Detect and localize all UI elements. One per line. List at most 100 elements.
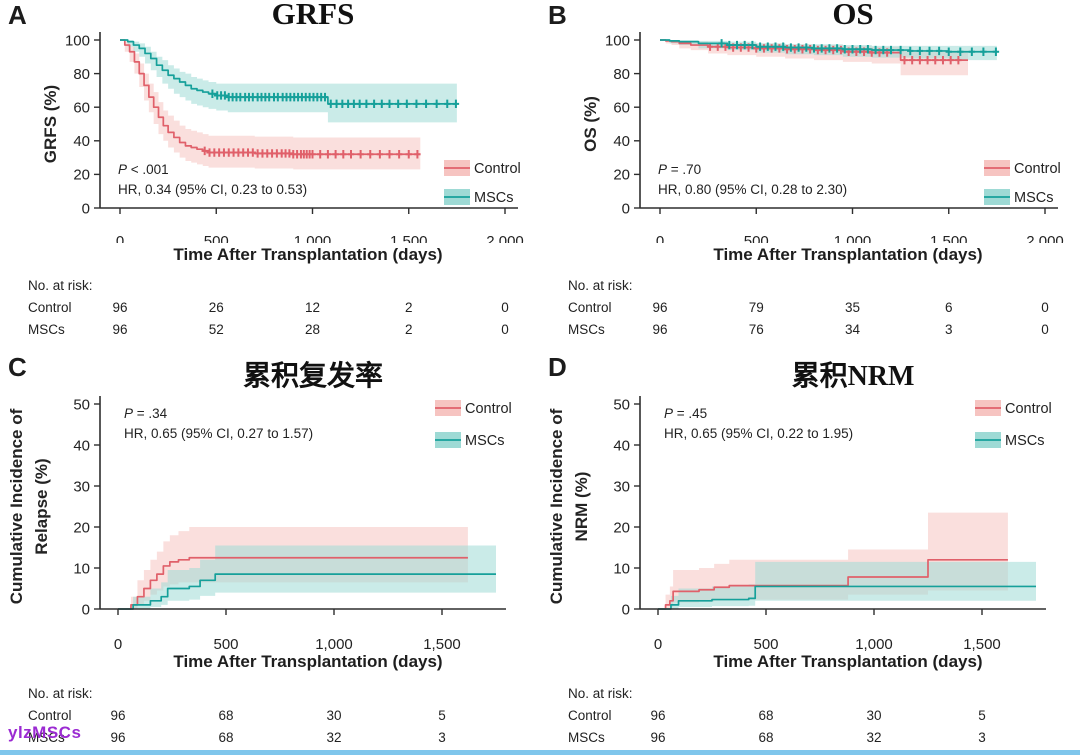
x-tick-label: 1,000 (855, 636, 893, 653)
censor-marks-mscs (718, 39, 1000, 56)
legend-label-mscs: MSCs (465, 433, 504, 449)
panel-grfs: A GRFS 0 20 40 60 80 100 0 500 1,000 1,500 2,000 GR… (0, 0, 540, 352)
y-axis-label: Relapse (%) (32, 458, 51, 554)
y-tick-label: 20 (613, 519, 630, 536)
stats-text: HR, 0.80 (95% CI, 0.28 to 2.30) (658, 182, 847, 197)
ci-band-mscs (118, 545, 496, 609)
y-tick-label: 30 (73, 478, 90, 495)
risk-value: 32 (866, 730, 882, 745)
y-axis-label: NRM (%) (572, 472, 591, 542)
y-tick-label: 80 (613, 66, 630, 83)
risk-row-label: Control (28, 708, 72, 723)
risk-value: 96 (110, 708, 126, 723)
y-axis-label: OS (%) (581, 96, 600, 152)
y-tick-label: 100 (605, 32, 630, 49)
y-tick-label: 60 (613, 99, 630, 116)
panel-os: B OS 0 20 40 60 80 100 0 500 1,000 1,500 2,000 OS (… (540, 0, 1080, 352)
panel-letter-d: D (548, 352, 567, 382)
panel-letter-a: A (8, 0, 27, 30)
risk-value: 0 (501, 300, 509, 315)
x-tick-label: 1,000 (315, 636, 353, 653)
survival-curve-control (118, 556, 468, 610)
survival-curve-mscs (118, 573, 496, 610)
risk-value: 96 (650, 730, 666, 745)
risk-value: 5 (438, 708, 446, 723)
x-tick-label: 500 (213, 636, 238, 653)
risk-value: 28 (304, 322, 321, 337)
stats-text: P = .70 (658, 162, 701, 177)
legend-label-control: Control (1014, 161, 1061, 177)
y-tick-label: 30 (613, 478, 630, 495)
km-plot-grfs: 0 20 40 60 80 100 0 500 1,000 1,500 2,000 GRFS (%) P… (41, 32, 524, 243)
risk-row-label: MSCs (568, 322, 605, 337)
stats-text: P < .001 (118, 162, 169, 177)
legend-label-mscs: MSCs (1005, 433, 1044, 449)
risk-value: 68 (758, 730, 774, 745)
risk-value: 35 (844, 300, 861, 315)
y-tick-label: 100 (65, 32, 90, 49)
y-tick-label: 0 (82, 601, 90, 618)
risk-value: 96 (112, 300, 128, 315)
y-tick-label: 20 (73, 519, 90, 536)
km-plot-os: 0 20 40 60 80 100 0 500 1,000 1,500 2,000 OS (%) P =… (581, 32, 1064, 243)
x-tick-label: 0 (654, 636, 662, 653)
risk-value: 3 (944, 322, 953, 337)
risk-value: 2 (404, 322, 413, 337)
y-tick-label: 60 (73, 99, 90, 116)
x-tick-label: 1,000 (834, 233, 872, 243)
risk-value: 0 (501, 322, 509, 337)
risk-table-heading: No. at risk: (568, 686, 633, 701)
stats-text: P = .34 (124, 406, 168, 421)
risk-value: 96 (110, 730, 126, 745)
risk-row-control: Control 96 68 30 5 (540, 708, 1080, 726)
legend-label-control: Control (465, 401, 512, 417)
x-tick-label: 0 (656, 233, 664, 243)
risk-row-mscs: MSCs 96 52 28 2 0 (0, 322, 540, 340)
risk-row-label: Control (568, 708, 612, 723)
stats-text: HR, 0.65 (95% CI, 0.22 to 1.95) (664, 426, 853, 441)
bottom-edge-bar (0, 750, 1080, 755)
x-tick-label: 2,000 (486, 233, 524, 243)
y-tick-label: 40 (73, 133, 90, 150)
legend-label-mscs: MSCs (1014, 190, 1053, 206)
x-tick-label: 500 (753, 636, 778, 653)
risk-value: 12 (304, 300, 321, 315)
risk-row-mscs: MSCs 96 68 32 3 (0, 730, 540, 748)
risk-row-label: MSCs (28, 322, 65, 337)
x-tick-label: 2,000 (1026, 233, 1064, 243)
y-axis-label: Cumulative Incidence of (7, 408, 26, 604)
censor-marks-control (706, 42, 962, 65)
risk-value: 0 (1041, 322, 1049, 337)
y-tick-label: 40 (613, 133, 630, 150)
y-tick-label: 0 (622, 200, 630, 217)
risk-value: 6 (944, 300, 953, 315)
x-tick-label: 1,500 (930, 233, 968, 243)
risk-table-heading: No. at risk: (28, 686, 93, 701)
y-tick-label: 0 (622, 601, 630, 618)
risk-table: No. at risk: Control 96 68 30 5 MSCs 96 68 32… (0, 352, 540, 755)
panel-relapse: C 累积复发率 0 10 20 30 40 50 0 500 1,000 1,500 Cumulat… (0, 352, 540, 755)
ci-band-mscs (120, 40, 457, 123)
panel-title-grfs: GRFS (271, 0, 355, 31)
risk-row-control: Control 96 68 30 5 (0, 708, 540, 726)
risk-value: 96 (652, 322, 668, 337)
x-tick-label: 1,500 (423, 636, 461, 653)
y-tick-label: 40 (73, 437, 90, 454)
x-tick-label: 1,500 (390, 233, 428, 243)
risk-value: 76 (748, 322, 764, 337)
x-tick-label: 500 (204, 233, 229, 243)
y-tick-label: 20 (73, 167, 90, 184)
x-tick-label: 500 (744, 233, 769, 243)
y-tick-label: 10 (73, 560, 90, 577)
risk-value: 3 (438, 730, 446, 745)
risk-value: 68 (218, 708, 234, 723)
panel-title-relapse: 累积复发率 (242, 361, 383, 392)
risk-row-label: Control (28, 300, 72, 315)
risk-value: 96 (650, 708, 666, 723)
risk-value: 79 (748, 300, 764, 315)
x-tick-label: 1,500 (963, 636, 1001, 653)
risk-value: 26 (208, 300, 224, 315)
risk-row-control: Control 96 26 12 2 0 (0, 300, 540, 318)
